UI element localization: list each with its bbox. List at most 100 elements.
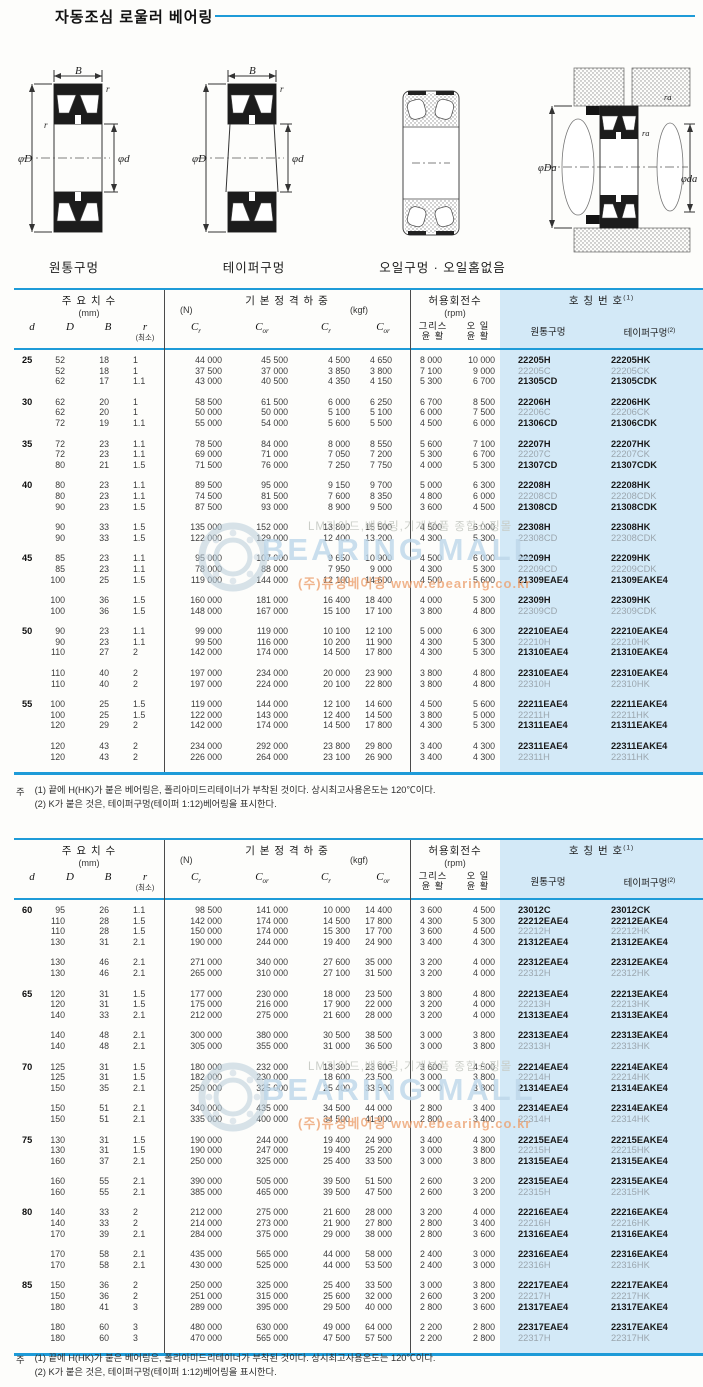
bearing-number-tapered: 21317EAKE4: [611, 1301, 668, 1312]
cell-chamfer-min: 1.5: [133, 595, 146, 606]
cell-cr-newton: 271 000: [190, 957, 222, 968]
cell-outer-diameter: 130: [50, 1134, 65, 1145]
cell-width: 55: [99, 1186, 109, 1197]
cell-width: 35: [99, 1082, 109, 1093]
dim-label-B: B: [249, 66, 256, 77]
col-cor-kgf: Cor: [376, 871, 390, 886]
cell-cr-kgf: 6 000: [327, 396, 350, 407]
cell-chamfer-min: 2: [133, 678, 138, 689]
load-title: 기 본 정 격 하 중: [245, 295, 329, 307]
cell-cor-kgf: 22 000: [365, 999, 392, 1010]
row-group: 85 150 36 2 250 000 325 000 25 400 33 500 3 000 3…: [14, 1280, 703, 1312]
cell-chamfer-min: 1.5: [133, 501, 146, 512]
cell-cor-newton: 76 000: [261, 459, 288, 470]
cell-outer-diameter: 130: [50, 957, 65, 968]
cell-cr-kgf: 20 000: [323, 668, 350, 679]
table-row: 45 85 23 1.1 95 000 107 000 9 650 10 900 4 500 6 …: [14, 553, 703, 564]
cell-oil-rpm: 6 300: [472, 626, 495, 637]
dim-label-phid: φd: [118, 153, 130, 165]
table-row: 52 18 1 37 500 37 000 3 850 3 800 7 100 9 000 222…: [14, 366, 703, 377]
cell-width: 25: [99, 574, 109, 585]
cell-cor-newton: 273 000: [256, 1218, 288, 1229]
cell-outer-diameter: 130: [50, 967, 65, 978]
cell-grease-rpm: 4 300: [419, 647, 442, 658]
diagram-mounted-bearing: φDa φda ra ra: [538, 67, 697, 253]
cell-chamfer-min: 1.5: [133, 699, 146, 710]
dim-label-B: B: [75, 66, 82, 77]
cell-chamfer-min: 1.1: [133, 563, 146, 574]
cell-cor-kgf: 14 600: [365, 699, 392, 710]
cell-cr-kgf: 12 400: [323, 709, 350, 720]
header-name-group: 호 칭 번 호(1): [500, 290, 703, 320]
cell-cor-kgf: 35 000: [365, 957, 392, 968]
bearing-number-tapered: 22317EAKE4: [611, 1322, 668, 1333]
cell-cr-newton: 250 000: [190, 1082, 222, 1093]
cell-cr-newton: 50 000: [195, 407, 222, 418]
bearing-number-cylindrical: 21310EAE4: [518, 647, 569, 658]
cell-width: 23: [99, 626, 109, 637]
cell-cor-newton: 325 000: [256, 1155, 288, 1166]
cell-chamfer-min: 3: [133, 1322, 138, 1333]
cell-width: 40: [99, 678, 109, 689]
table-row: 150 36 2 251 000 315 000 25 600 32 000 2 600 3 2…: [14, 1291, 703, 1302]
cell-grease-rpm: 3 000: [419, 1082, 442, 1093]
cell-cr-kgf: 19 400: [323, 1145, 350, 1156]
cell-oil-rpm: 3 200: [472, 1186, 495, 1197]
cell-bore-diameter: 45: [22, 553, 33, 564]
cell-oil-rpm: 4 500: [472, 905, 495, 915]
cell-cr-newton: 99 500: [195, 636, 222, 647]
cell-cor-newton: 275 000: [256, 1009, 288, 1020]
bearing-number-cylindrical: 22315EAE4: [518, 1176, 569, 1187]
bearing-number-tapered: 22317HK: [611, 1332, 650, 1343]
bearing-number-cylindrical: 22316H: [518, 1259, 551, 1270]
cell-cor-newton: 167 000: [256, 605, 288, 616]
cell-outer-diameter: 110: [50, 915, 65, 926]
cell-cr-kgf: 15 300: [323, 926, 350, 937]
cell-outer-diameter: 62: [55, 407, 65, 418]
cell-width: 31: [99, 936, 109, 947]
cell-cor-newton: 174 000: [256, 915, 288, 926]
table-row: 60 95 26 1.1 98 500 141 000 10 000 14 400 3 600 4…: [14, 905, 703, 916]
bearing-number-cylindrical: 22312EAE4: [518, 957, 569, 968]
cell-width: 36: [99, 1291, 109, 1302]
cell-outer-diameter: 180: [50, 1301, 65, 1312]
bearing-number-tapered: 22214EAKE4: [611, 1061, 668, 1072]
cell-cor-newton: 144 000: [256, 699, 288, 710]
cell-oil-rpm: 7 500: [472, 407, 495, 418]
row-group: 40 80 23 1.1 89 500 95 000 9 150 9 700 5 000 6 30…: [14, 480, 703, 512]
cell-grease-rpm: 5 300: [419, 449, 442, 460]
bearing-number-tapered: 22214HK: [611, 1072, 650, 1083]
designation-panel: [500, 840, 703, 1354]
cell-grease-rpm: 3 000: [419, 1145, 442, 1156]
cell-grease-rpm: 3 200: [419, 967, 442, 978]
cell-outer-diameter: 130: [50, 936, 65, 947]
cell-outer-diameter: 100: [50, 605, 65, 616]
cell-cr-kgf: 18 000: [323, 988, 350, 999]
cell-cr-newton: 190 000: [190, 1134, 222, 1145]
note-label: 주: [16, 787, 25, 797]
speed-unit: (rpm): [444, 308, 466, 318]
cell-cr-newton: 289 000: [190, 1301, 222, 1312]
bearing-number-tapered: 22206CK: [611, 407, 650, 418]
cell-grease-rpm: 2 200: [419, 1332, 442, 1343]
diagram-cylindrical-bore: B r r φD φd: [18, 66, 130, 233]
cell-cor-kgf: 23 600: [365, 1061, 392, 1072]
cell-oil-rpm: 7 100: [472, 438, 495, 449]
cell-chamfer-min: 2: [133, 720, 138, 731]
cell-grease-rpm: 3 000: [419, 1040, 442, 1051]
bearing-number-tapered: 22205HK: [611, 355, 651, 365]
cell-cr-newton: 250 000: [190, 1155, 222, 1166]
cell-cr-kgf: 21 900: [323, 1218, 350, 1229]
cell-cr-kgf: 13 800: [323, 522, 350, 533]
cell-cr-newton: 142 000: [190, 915, 222, 926]
bearing-number-tapered: 21316EAKE4: [611, 1228, 668, 1239]
row-group: 65 120 31 1.5 177 000 230 000 18 000 23 500 3 80…: [14, 989, 703, 1021]
cell-cr-newton: 87 500: [195, 501, 222, 512]
cell-width: 25: [99, 699, 109, 710]
bearing-number-tapered: 22308CDK: [611, 532, 657, 543]
cell-width: 31: [99, 1145, 109, 1156]
note-line-2: (2) K가 붙은 것은, 테이퍼구멍(테이퍼 1:12)베어링을 표시한다.: [34, 1366, 277, 1377]
cell-outer-diameter: 120: [50, 751, 65, 762]
